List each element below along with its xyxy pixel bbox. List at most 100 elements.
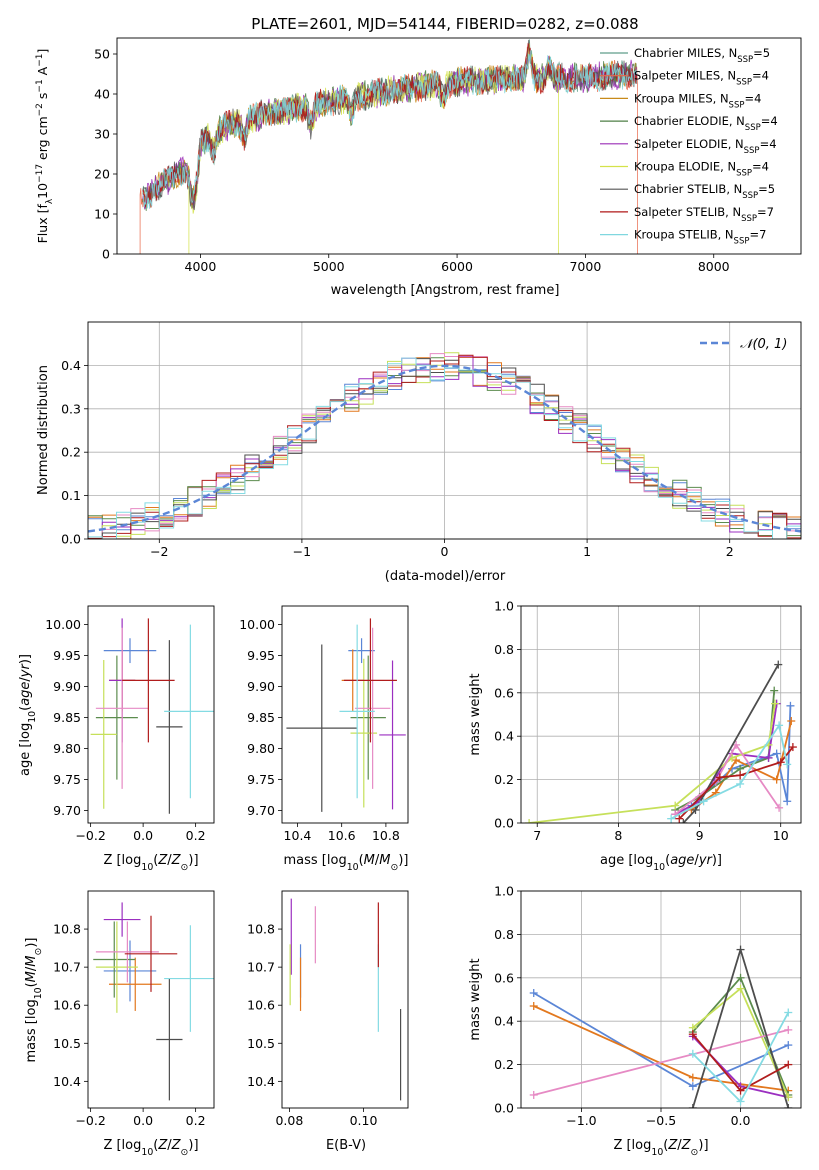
y-axis-label: age [log10(age/yr)] — [18, 654, 38, 776]
x-tick-label: −0.2 — [75, 828, 105, 843]
error-bar-point — [354, 627, 391, 789]
error-bar-point — [156, 640, 183, 814]
error-bar-point — [95, 655, 138, 780]
residual-histogram — [88, 352, 801, 539]
y-tick-label: 20 — [94, 167, 110, 182]
y-tick-label: 0.6 — [494, 970, 514, 985]
legend-entry: Salpeter MILES, NSSP=4 — [634, 69, 769, 88]
y-tick-label: 40 — [94, 87, 110, 102]
y-tick-label: 10.8 — [247, 922, 275, 937]
x-tick-label: 10.4 — [284, 828, 312, 843]
x-tick-label: −0.2 — [75, 1113, 105, 1128]
legend-entry: Salpeter STELIB, NSSP=7 — [634, 205, 774, 224]
y-tick-label: 10.5 — [53, 1036, 81, 1051]
plot-area — [529, 945, 793, 1108]
error-bar-point — [95, 921, 138, 1013]
x-axis-label: (data-model)/error — [385, 569, 506, 584]
y-tick-label: 50 — [94, 47, 110, 62]
spectrum-panel: 4000 5000 6000 7000 8000 0 10 20 30 40 50 Chabrier … — [35, 37, 802, 298]
x-tick-label: 8000 — [698, 259, 730, 274]
legend-entry: Chabrier MILES, NSSP=5 — [634, 46, 770, 65]
x-tick-label: 0.08 — [275, 1113, 303, 1128]
x-tick-label: 0.0 — [133, 828, 153, 843]
error-bar-point — [124, 915, 178, 992]
axes-frame — [116, 37, 802, 255]
x-tick-label: 0 — [441, 544, 449, 559]
mass-vs-ebv-panel: 0.08 0.10 10.4 10.5 10.6 10.7 10.8 E(B-V) — [247, 890, 409, 1153]
y-tick-label: 0.4 — [494, 1014, 514, 1029]
error-bar-point — [103, 638, 157, 664]
legend-entry: Kroupa ELODIE, NSSP=4 — [634, 160, 769, 179]
y-tick-label: 9.85 — [247, 710, 275, 725]
axes-frame — [281, 890, 409, 1109]
error-bar-point — [103, 902, 141, 937]
y-tick-label: 9.80 — [247, 741, 275, 756]
plot-area — [88, 352, 801, 539]
y-tick-label: 9.85 — [53, 710, 81, 725]
mass-weight-series-line — [533, 1029, 789, 1096]
normal-reference-curve — [88, 364, 801, 533]
y-tick-label: 9.75 — [53, 772, 81, 787]
spectrum-series-line — [142, 39, 638, 211]
error-bar-point — [95, 921, 159, 983]
x-tick-label: 8 — [614, 828, 622, 843]
x-axis-label: Z [log10(Z/Z⊙)] — [103, 853, 198, 873]
y-tick-label: 9.90 — [247, 679, 275, 694]
massweight-vs-metallicity-panel: −1.0 −0.5 0.0 0.0 0.2 0.4 0.6 0.8 1.0 mass weight… — [468, 884, 802, 1158]
error-bar-point — [379, 660, 406, 810]
spectrum-series-line — [142, 39, 638, 204]
error-bar-point — [109, 957, 162, 1011]
plot-area — [90, 618, 214, 814]
residual-histogram — [88, 357, 801, 539]
y-tick-label: 0.2 — [494, 1057, 514, 1072]
y-tick-label: 9.90 — [53, 679, 81, 694]
y-tick-label: 1.0 — [494, 599, 514, 614]
y-tick-label: 10.00 — [239, 617, 275, 632]
x-tick-label: 4000 — [185, 259, 217, 274]
error-bar-point — [93, 921, 136, 998]
x-tick-label: 2 — [726, 544, 734, 559]
x-tick-label: −2 — [150, 544, 168, 559]
y-axis-label: mass weight — [468, 673, 483, 755]
y-tick-label: 0.2 — [494, 772, 514, 787]
y-tick-label: 9.95 — [53, 648, 81, 663]
y-tick-label: 0.3 — [61, 401, 81, 416]
axes-frame — [520, 605, 802, 824]
y-axis-label: Normed distribution — [36, 365, 51, 495]
plot-area — [139, 39, 638, 254]
mass-weight-series-line — [528, 703, 776, 823]
x-axis-label: Z [log10(Z/Z⊙)] — [613, 1138, 708, 1158]
x-tick-label: 0.0 — [133, 1113, 153, 1128]
x-tick-label: 0.0 — [731, 1113, 751, 1128]
y-tick-label: 9.80 — [53, 741, 81, 756]
legend-entry: 𝒩(0, 1) — [740, 337, 787, 352]
x-tick-label: 0.2 — [186, 828, 206, 843]
y-tick-label: 0.8 — [494, 927, 514, 942]
y-tick-label: 0.0 — [494, 816, 514, 831]
error-bar-point — [95, 627, 149, 789]
y-tick-label: 10.00 — [45, 617, 81, 632]
error-bar-point — [103, 940, 157, 1002]
y-tick-label: 0.0 — [61, 532, 81, 547]
residual-histogram — [88, 353, 801, 539]
error-bar-point — [164, 925, 214, 1032]
figure-title: PLATE=2601, MJD=54144, FIBERID=0282, z=0… — [251, 15, 638, 33]
y-tick-label: 9.70 — [247, 803, 275, 818]
legend-entry: Kroupa MILES, NSSP=4 — [634, 91, 761, 110]
axes-frame — [87, 890, 215, 1109]
y-tick-label: 1.0 — [494, 884, 514, 899]
y-tick-label: 10.7 — [53, 960, 81, 975]
x-axis-label: wavelength [Angstrom, rest frame] — [331, 283, 560, 298]
residuals-legend: 𝒩(0, 1) — [700, 337, 787, 352]
x-tick-label: 7000 — [569, 259, 601, 274]
error-bar-point — [164, 624, 214, 799]
y-tick-label: 10.8 — [53, 922, 81, 937]
y-tick-label: 10.5 — [247, 1036, 275, 1051]
axes-frame — [520, 890, 802, 1109]
plot-area — [289, 898, 402, 1101]
y-tick-label: 9.95 — [247, 648, 275, 663]
spectrum-legend: Chabrier MILES, NSSP=5 Salpeter MILES, NS… — [600, 46, 778, 247]
y-tick-label: 10.6 — [247, 998, 275, 1013]
x-axis-label: Z [log10(Z/Z⊙)] — [103, 1138, 198, 1158]
plot-area — [286, 618, 406, 812]
